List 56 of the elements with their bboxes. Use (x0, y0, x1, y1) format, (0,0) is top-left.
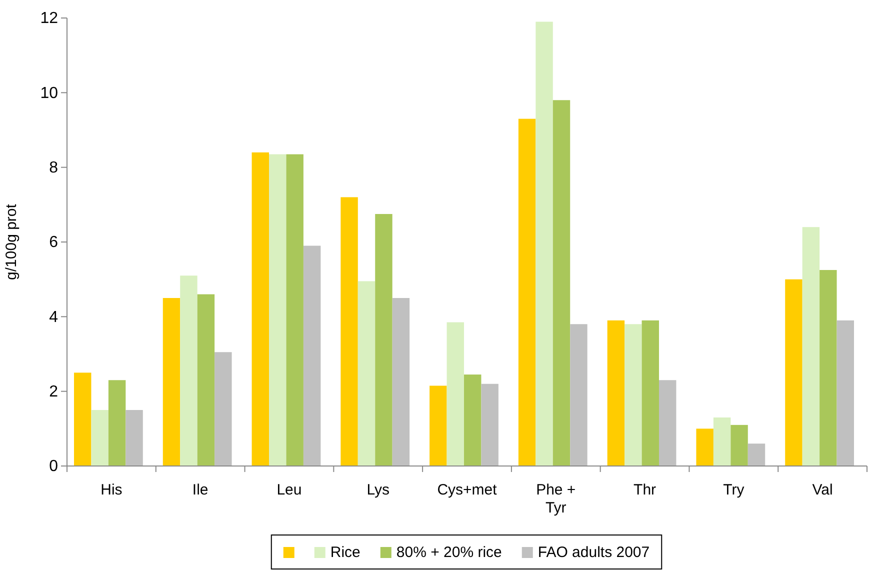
y-tick-label: 2 (49, 383, 58, 400)
bar (180, 276, 198, 466)
bar (162, 298, 180, 466)
bar (269, 154, 286, 466)
bar (74, 372, 92, 466)
bar (836, 320, 854, 466)
bar (570, 324, 588, 466)
x-tick-label: Try (723, 482, 745, 499)
bar (696, 428, 714, 466)
y-tick-label: 12 (40, 10, 58, 28)
bar (108, 380, 126, 466)
y-tick-label: 10 (40, 84, 58, 102)
bar (392, 298, 410, 466)
bar (214, 352, 232, 466)
bar (286, 154, 304, 466)
y-tick-label: 4 (49, 308, 58, 326)
bar (785, 279, 802, 466)
bar (481, 384, 498, 466)
bar (126, 410, 143, 466)
x-tick-label: Lys (366, 482, 390, 499)
bar (607, 320, 625, 466)
x-tick-label: Phe + Tyr (536, 482, 576, 517)
y-tick-label: 8 (49, 159, 58, 176)
bar (446, 322, 464, 466)
bar (802, 227, 820, 466)
bar (375, 214, 392, 466)
y-tick-label: 0 (49, 458, 58, 476)
x-tick-label: His (100, 482, 122, 499)
y-axis-title: g/100g prot (3, 203, 20, 280)
bar (358, 281, 376, 466)
x-tick-label: Cys+met (437, 482, 498, 499)
bar (624, 324, 642, 466)
legend-label: 80% + 20% rice (396, 544, 502, 561)
bar (713, 417, 731, 466)
bar (642, 320, 659, 466)
x-tick-label: Val (812, 482, 833, 499)
bar (430, 386, 447, 466)
legend-label: FAO adults 2007 (538, 544, 650, 561)
bar (659, 380, 676, 466)
legend-label: Rice (330, 544, 360, 561)
x-tick-label: Leu (276, 482, 302, 499)
bar (91, 410, 108, 466)
bar (820, 270, 837, 466)
y-tick-label: 6 (49, 234, 58, 252)
bar (536, 22, 553, 466)
x-tick-label: Ile (192, 482, 208, 499)
bar (252, 152, 269, 466)
bar (303, 246, 321, 466)
bar (340, 197, 358, 466)
bar (748, 444, 766, 466)
bar (730, 424, 748, 466)
bar (464, 374, 482, 466)
bar (552, 100, 570, 466)
x-tick-label: Thr (634, 482, 656, 499)
bar (518, 118, 536, 466)
bar (197, 294, 215, 466)
